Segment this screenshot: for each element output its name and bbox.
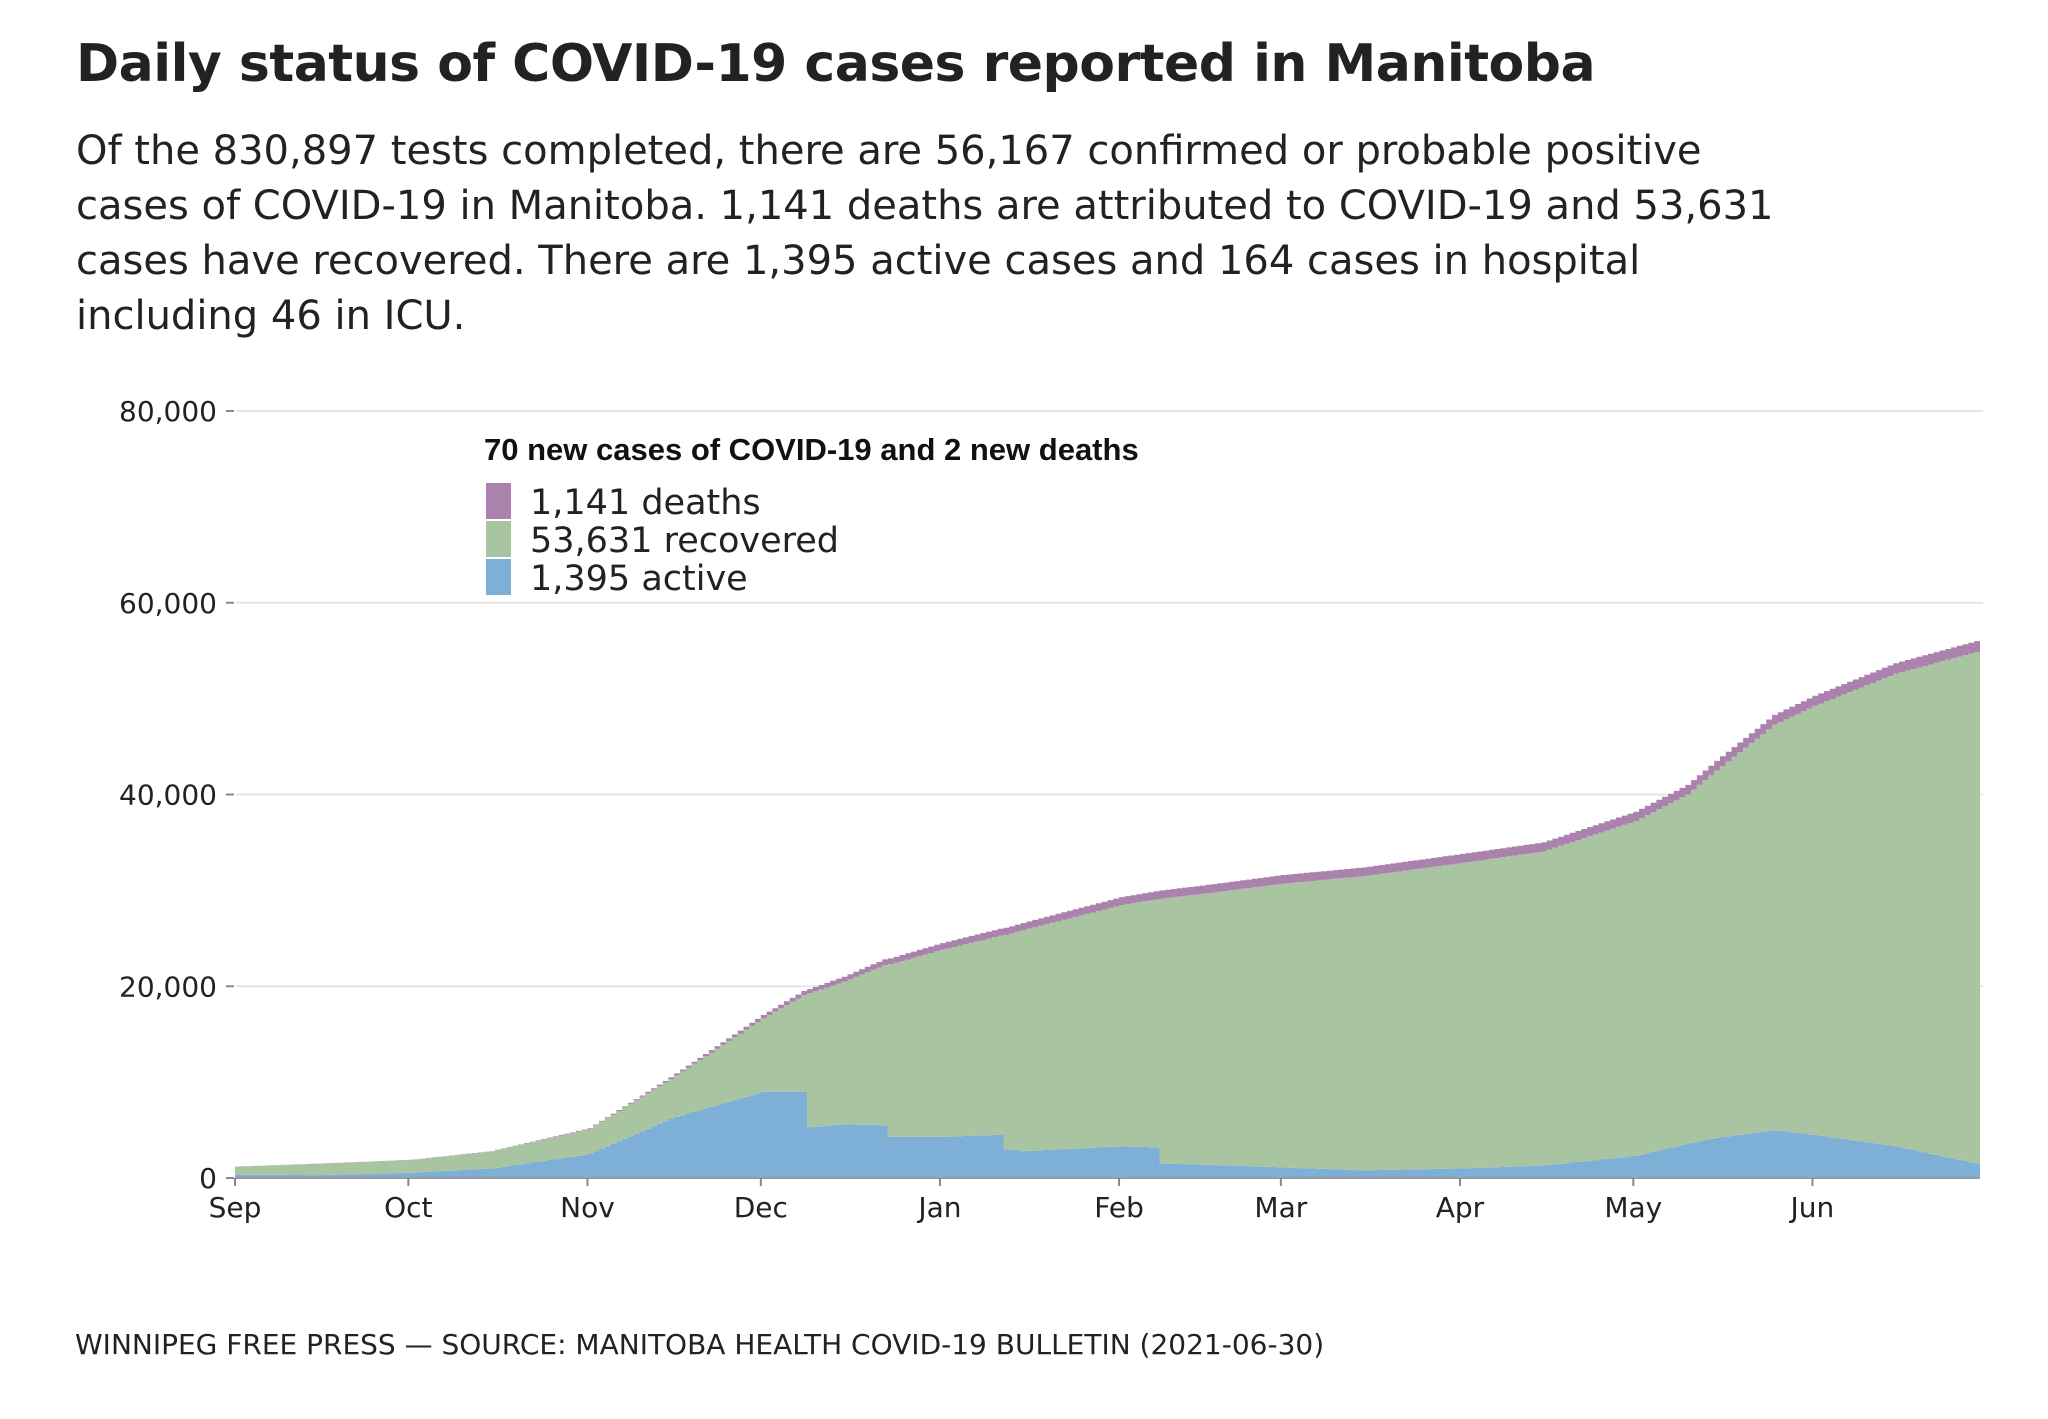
axes: 0 20,000 40,000 60,000 80,000 Sep Oct Nov Dec Jan… [119,395,1980,1224]
area-recovered [235,650,1980,1176]
area-deaths [235,639,1980,1167]
area-active [235,1091,1980,1178]
x-tick-label: Jun [1789,1191,1835,1224]
y-tick-label: 20,000 [119,970,217,1003]
subtitle-line: cases have recovered. There are 1,395 ac… [76,238,1641,284]
x-tick-label: Oct [384,1191,432,1224]
chart-title: Daily status of COVID-19 cases reported … [76,34,1596,94]
x-tick-label: Dec [734,1191,788,1224]
subtitle-line: cases of COVID-19 in Manitoba. 1,141 dea… [76,183,1774,229]
legend-label-active: 1,395 active [530,559,748,599]
legend-swatch-deaths [486,483,511,519]
x-tick-label: Feb [1094,1191,1144,1224]
subtitle-line: including 46 in ICU. [76,293,466,339]
y-tick-label: 80,000 [119,395,217,428]
x-tick-label: Jan [916,1191,961,1224]
subtitle-line: Of the 830,897 tests completed, there ar… [76,128,1702,174]
y-tick-label: 60,000 [119,587,217,620]
x-tick-label: Mar [1254,1191,1307,1224]
x-tick-label: Nov [560,1191,615,1224]
legend-swatch-recovered [486,521,511,557]
legend: 70 new cases of COVID-19 and 2 new death… [484,432,1139,599]
x-tick-label: May [1604,1191,1662,1224]
y-tick-label: 0 [199,1162,217,1195]
legend-title: 70 new cases of COVID-19 and 2 new death… [484,432,1139,467]
y-tick-label: 40,000 [119,779,217,812]
source-credit: WINNIPEG FREE PRESS — SOURCE: MANITOBA H… [75,1328,1325,1361]
x-tick-label: Sep [209,1191,262,1224]
legend-swatch-active [486,559,511,595]
x-tick-label: Apr [1436,1191,1485,1224]
legend-label-recovered: 53,631 recovered [530,521,839,561]
chart-subtitle: Of the 830,897 tests completed, there ar… [76,124,1773,344]
legend-label-deaths: 1,141 deaths [530,483,761,523]
areas [235,639,1980,1178]
